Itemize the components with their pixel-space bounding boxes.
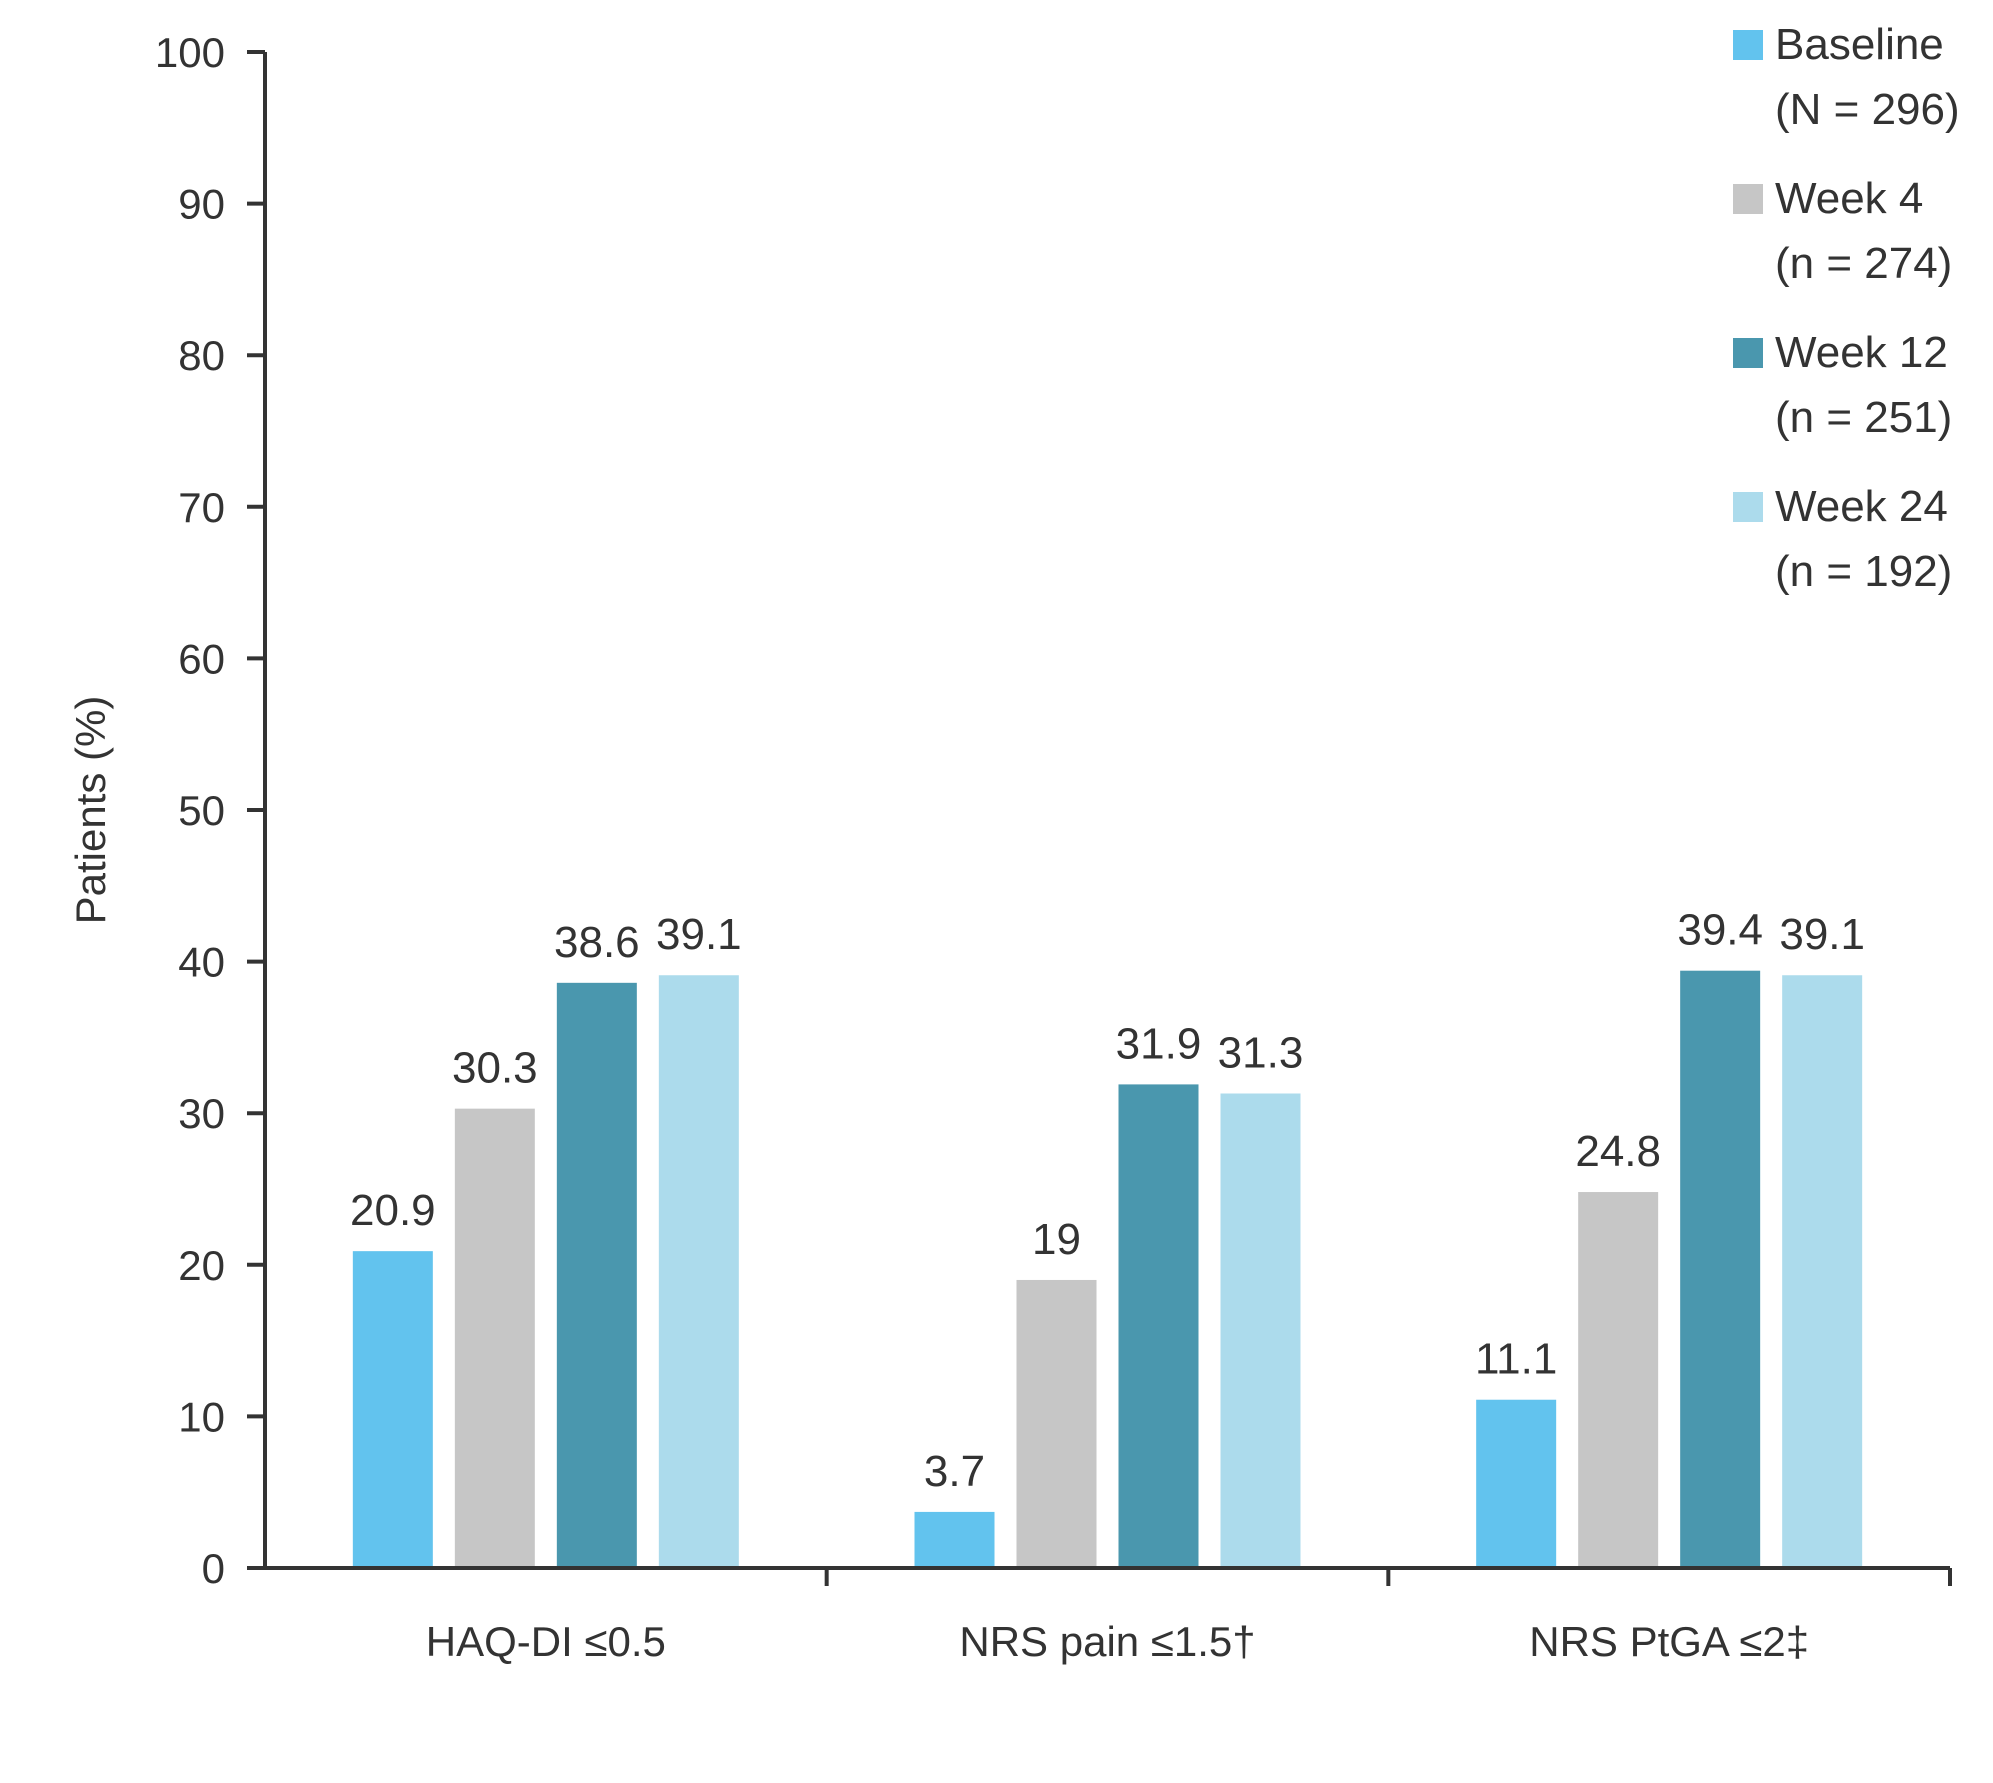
y-tick-label: 100 — [155, 29, 225, 76]
bar-value-label: 39.4 — [1677, 906, 1763, 955]
bar-value-label: 11.1 — [1475, 1335, 1557, 1384]
bar — [1680, 970, 1761, 1568]
bar — [352, 1251, 433, 1568]
legend: Baseline (N = 296) Week 4 (n = 274) Week 12 (… — [1733, 20, 1960, 596]
legend-swatch — [1733, 30, 1763, 60]
bar — [1118, 1084, 1199, 1568]
y-tick-label: 10 — [178, 1393, 225, 1440]
bar-value-label: 19 — [1032, 1215, 1081, 1264]
y-tick-label: 30 — [178, 1090, 225, 1137]
bar — [914, 1511, 995, 1568]
x-ticks-group: HAQ-DI ≤0.5 NRS pain ≤1.5† NRS PtGA ≤2‡ — [426, 1568, 1952, 1665]
category-label: NRS pain ≤1.5† — [959, 1618, 1255, 1665]
legend-label: Baseline — [1775, 20, 1944, 69]
legend-swatch — [1733, 184, 1763, 214]
y-ticks-group: 0 10 20 30 40 50 60 70 80 90 100 — [155, 29, 265, 1592]
legend-label: Week 24 — [1775, 482, 1948, 531]
bar-value-label: 30.3 — [452, 1044, 538, 1093]
bar-value-label: 24.8 — [1575, 1127, 1661, 1176]
bar — [1220, 1093, 1301, 1568]
bar — [454, 1108, 535, 1568]
bar-value-label: 31.3 — [1218, 1028, 1304, 1077]
y-tick-label: 40 — [178, 939, 225, 986]
y-tick-label: 70 — [178, 484, 225, 531]
y-tick-label: 20 — [178, 1242, 225, 1289]
y-axis-title: Patients (%) — [67, 696, 114, 925]
bar-value-label: 31.9 — [1116, 1019, 1202, 1068]
bar-value-label: 39.1 — [1779, 910, 1865, 959]
value-labels-group: 20.9 30.3 38.6 39.1 3.7 19 31.9 31.3 11.1 24.8 39.… — [350, 906, 1865, 1496]
bar-value-label: 3.7 — [924, 1447, 985, 1496]
bar — [658, 975, 739, 1568]
legend-label: Week 12 — [1775, 328, 1948, 377]
y-tick-label: 50 — [178, 787, 225, 834]
y-tick-label: 0 — [202, 1545, 225, 1592]
bar — [1578, 1192, 1659, 1568]
legend-swatch — [1733, 338, 1763, 368]
bars-group — [352, 970, 1863, 1568]
category-label: NRS PtGA ≤2‡ — [1529, 1618, 1809, 1665]
legend-sublabel: (N = 296) — [1775, 85, 1960, 134]
bar — [1016, 1279, 1097, 1568]
bar-value-label: 20.9 — [350, 1186, 436, 1235]
legend-sublabel: (n = 251) — [1775, 393, 1952, 442]
legend-label: Week 4 — [1775, 174, 1923, 223]
legend-sublabel: (n = 192) — [1775, 547, 1952, 596]
bar — [556, 982, 637, 1568]
y-tick-label: 80 — [178, 332, 225, 379]
legend-sublabel: (n = 274) — [1775, 239, 1952, 288]
category-label: HAQ-DI ≤0.5 — [426, 1618, 666, 1665]
bar-value-label: 39.1 — [656, 910, 742, 959]
y-tick-label: 90 — [178, 181, 225, 228]
legend-swatch — [1733, 492, 1763, 522]
y-tick-label: 60 — [178, 635, 225, 682]
bar — [1476, 1399, 1557, 1568]
bar-value-label: 38.6 — [554, 918, 640, 967]
bar — [1782, 975, 1863, 1568]
